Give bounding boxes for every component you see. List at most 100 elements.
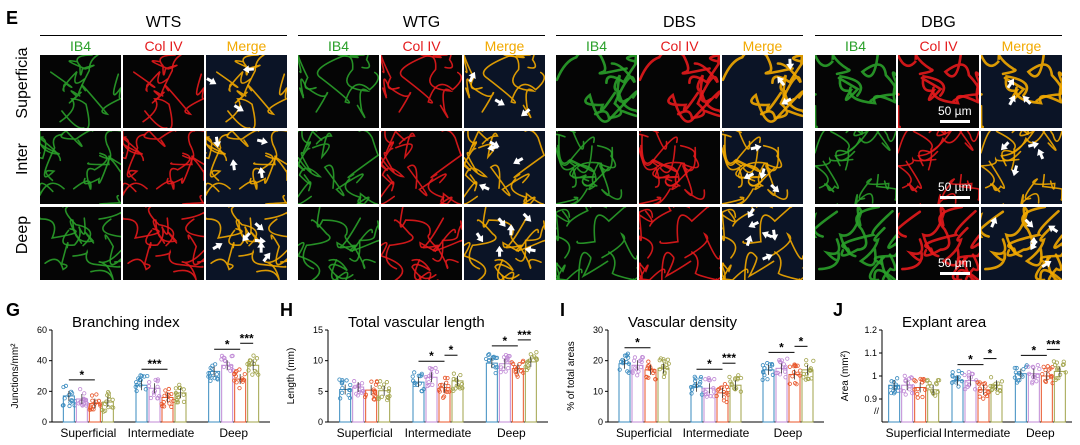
category-label: Superficial: [60, 426, 116, 440]
data-point: [646, 359, 651, 364]
data-point: [359, 390, 364, 395]
y-tick-label: 10: [593, 386, 603, 396]
data-point: [712, 377, 717, 382]
data-point: [363, 394, 368, 400]
data-point: [774, 371, 779, 376]
data-point: [804, 371, 809, 377]
data-point: [160, 404, 165, 409]
category-label: Intermediate: [944, 426, 1011, 440]
data-point: [903, 378, 908, 383]
data-point: [138, 373, 143, 378]
data-point: [652, 368, 657, 373]
data-point: [458, 372, 463, 378]
data-point: [533, 356, 538, 361]
data-point: [444, 380, 449, 385]
micrograph-dbs-superficial-merge: [722, 55, 803, 128]
data-point: [386, 386, 392, 391]
group-title: WTS: [145, 14, 182, 31]
data-point: [988, 383, 993, 389]
y-tick-label: 40: [37, 356, 47, 366]
data-point: [1026, 364, 1031, 369]
data-point: [630, 370, 635, 375]
data-point: [221, 364, 227, 370]
data-point: [1040, 372, 1045, 377]
data-point: [956, 384, 961, 389]
data-point: [806, 376, 811, 382]
micrograph-dbg-superficial-col-iv: [898, 55, 979, 128]
data-point: [693, 376, 698, 381]
data-point: [809, 376, 814, 381]
data-point: [454, 378, 460, 383]
data-point: [728, 379, 733, 384]
data-point: [175, 398, 180, 403]
data-point: [451, 376, 456, 382]
data-point: [999, 379, 1005, 384]
data-point: [1027, 371, 1032, 376]
group-wtg: WTG: [298, 0, 545, 50]
data-point: [208, 378, 213, 383]
data-point: [925, 384, 931, 389]
data-point: [1015, 378, 1021, 383]
data-point: [1041, 364, 1046, 369]
data-point: [1049, 374, 1054, 380]
data-point: [434, 369, 440, 374]
chart-title: Explant area: [902, 314, 987, 331]
data-point: [804, 362, 809, 367]
data-point: [995, 390, 1000, 395]
data-point: [639, 359, 644, 365]
data-point: [703, 377, 708, 382]
column-label-col-iv: Col IV: [402, 38, 441, 54]
y-axis-label: Length (mm): [286, 348, 297, 405]
data-point: [173, 386, 178, 391]
chart-plot: 0 5 10 15 Length (mm) Superficial Intermediate…: [286, 325, 548, 440]
data-point: [921, 377, 926, 382]
micrograph-dbg-inter-ib4: [815, 131, 896, 204]
data-point: [811, 358, 816, 363]
panel-letter-j: J: [833, 300, 844, 320]
data-point: [155, 396, 160, 401]
group-title: DBG: [921, 14, 956, 31]
data-point: [664, 362, 669, 367]
data-point: [68, 400, 73, 405]
chart-h: Total vascular length 0 5 10 15 Length (mm) Su…: [276, 300, 556, 445]
data-point: [1014, 365, 1019, 371]
scale-bar: [940, 272, 970, 275]
data-point: [490, 355, 495, 360]
data-point: [950, 373, 955, 378]
column-label-col-iv: Col IV: [919, 38, 958, 54]
category-label: Intermediate: [683, 426, 750, 440]
data-point: [252, 368, 258, 374]
micrograph-dbs-inter-merge: [722, 131, 803, 204]
category-label: Superficial: [886, 426, 942, 440]
panel-letter-h: H: [280, 300, 293, 320]
data-point: [903, 392, 908, 397]
data-point: [441, 395, 446, 400]
micrograph-wtg-inter-merge: [464, 131, 545, 204]
data-point: [181, 399, 187, 404]
significance-label: ***: [1046, 337, 1060, 351]
data-point: [787, 364, 793, 369]
data-point: [534, 350, 539, 355]
micrograph-dbg-deep-col-iv: [898, 207, 979, 280]
data-point: [781, 362, 786, 367]
data-point: [91, 404, 97, 409]
data-point: [1054, 376, 1059, 381]
data-point: [765, 377, 770, 382]
data-point: [666, 361, 671, 366]
data-point: [801, 375, 806, 380]
data-point: [419, 371, 424, 376]
data-point: [734, 386, 739, 391]
data-point: [147, 380, 152, 385]
column-label-merge: Merge: [226, 38, 267, 54]
micrograph-dbs-deep-col-iv: [639, 207, 720, 280]
data-point: [889, 379, 894, 384]
y-tick-label: 0: [318, 417, 323, 427]
data-point: [356, 389, 362, 395]
data-point: [369, 379, 374, 384]
data-point: [804, 358, 809, 363]
significance-label: ***: [517, 328, 531, 342]
column-label-merge: Merge: [484, 38, 525, 54]
data-point: [724, 384, 730, 390]
data-point: [484, 356, 489, 362]
data-point: [907, 384, 912, 389]
